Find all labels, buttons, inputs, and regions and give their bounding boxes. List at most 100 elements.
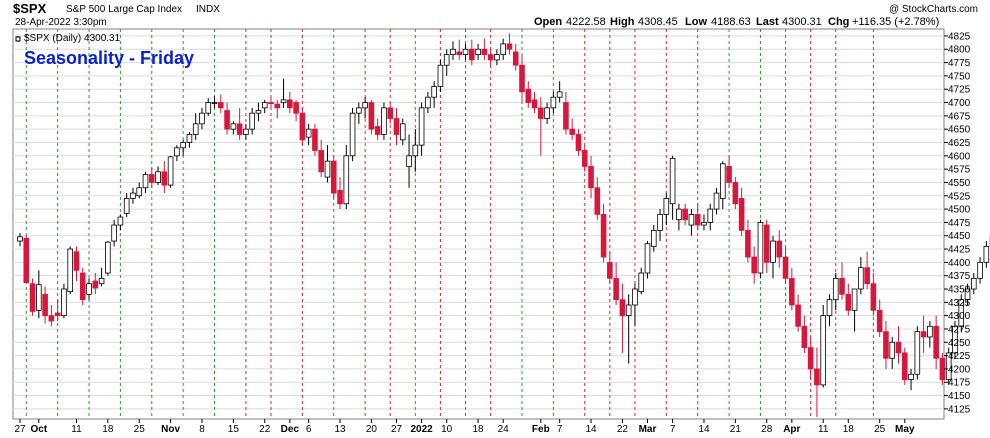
candle bbox=[98, 267, 105, 287]
candle-body bbox=[261, 102, 268, 109]
y-tick-label: 4150 bbox=[948, 391, 971, 402]
candle bbox=[594, 177, 601, 220]
candle-body bbox=[895, 341, 902, 354]
candle-body bbox=[456, 51, 463, 55]
x-tick-label: Feb bbox=[532, 424, 550, 435]
chg-value: +116.35 (+2.78%) bbox=[852, 16, 939, 28]
plot-area bbox=[12, 28, 945, 420]
candle bbox=[964, 283, 971, 305]
candle-body bbox=[506, 43, 513, 50]
candle-body bbox=[217, 102, 224, 109]
candle-body bbox=[663, 198, 670, 215]
candle bbox=[268, 97, 274, 108]
candle bbox=[720, 161, 726, 210]
chg-label: Chg bbox=[828, 16, 849, 28]
candle-body bbox=[462, 48, 469, 55]
candle bbox=[625, 294, 632, 364]
y-axis: 4125 4150 4175 4200 4225 4250 4275 4300 4325 4350… bbox=[944, 31, 971, 415]
candle-body bbox=[927, 325, 933, 338]
candle-body bbox=[682, 208, 688, 221]
candle-body bbox=[406, 155, 412, 167]
y-tick-label: 4500 bbox=[948, 205, 971, 216]
y-tick-label: 4375 bbox=[948, 271, 971, 282]
candle bbox=[92, 273, 99, 295]
candle-body bbox=[876, 309, 883, 333]
candle-body bbox=[268, 102, 274, 104]
candle-body bbox=[243, 128, 249, 135]
candle bbox=[908, 368, 914, 391]
candle bbox=[914, 326, 921, 380]
candle bbox=[845, 283, 852, 316]
candle-body bbox=[801, 325, 808, 349]
candle-body bbox=[638, 272, 645, 293]
candle bbox=[130, 187, 136, 204]
candle bbox=[48, 304, 55, 327]
candle-body bbox=[713, 192, 720, 210]
candle-body bbox=[864, 267, 870, 285]
candle-body bbox=[17, 236, 23, 242]
x-tick-label: 22 bbox=[259, 424, 271, 435]
candle-body bbox=[745, 229, 751, 258]
y-tick-label: 4450 bbox=[948, 231, 971, 242]
candle-body bbox=[694, 214, 701, 226]
candle bbox=[883, 320, 889, 369]
candle-body bbox=[249, 112, 255, 130]
datetime-label: 28-Apr-2022 3:30pm bbox=[15, 17, 107, 28]
candle bbox=[669, 155, 676, 220]
candle bbox=[713, 187, 720, 215]
candle bbox=[487, 49, 494, 66]
candle-body bbox=[701, 222, 707, 226]
candle-body bbox=[79, 272, 86, 301]
candle-body bbox=[958, 299, 965, 327]
candle bbox=[161, 161, 168, 194]
candle-body bbox=[814, 368, 820, 386]
y-tick-label: 4575 bbox=[948, 165, 971, 176]
candle-body bbox=[437, 64, 444, 87]
candle-body bbox=[42, 293, 48, 317]
candle bbox=[851, 288, 858, 332]
candle-body bbox=[839, 277, 845, 295]
open-value: 4222.58 bbox=[566, 16, 606, 28]
candle bbox=[456, 39, 463, 60]
y-tick-label: 4650 bbox=[948, 125, 971, 136]
candle-body bbox=[73, 251, 80, 271]
y-tick-label: 4250 bbox=[948, 338, 971, 349]
y-tick-label: 4175 bbox=[948, 378, 971, 389]
y-tick-label: 4225 bbox=[948, 351, 971, 362]
candle bbox=[105, 241, 111, 276]
candle bbox=[481, 38, 488, 60]
candle-body bbox=[142, 174, 149, 189]
candle bbox=[117, 214, 124, 231]
candle bbox=[393, 107, 400, 146]
candle-body bbox=[726, 166, 732, 183]
x-tick-label: 14 bbox=[698, 424, 710, 435]
candle bbox=[249, 107, 255, 135]
candle bbox=[839, 262, 845, 300]
candle bbox=[356, 102, 362, 124]
symbol-label: $SPX bbox=[13, 1, 47, 16]
candle bbox=[337, 177, 343, 210]
x-tick-label: 10 bbox=[441, 424, 453, 435]
x-tick-label: Dec bbox=[281, 424, 300, 435]
candle-body bbox=[789, 277, 795, 306]
candle-body bbox=[312, 128, 318, 151]
candle bbox=[870, 273, 877, 316]
y-tick-label: 4550 bbox=[948, 178, 971, 189]
candle-body bbox=[92, 280, 99, 289]
candle bbox=[650, 225, 657, 252]
candle-body bbox=[952, 325, 958, 354]
candle bbox=[431, 81, 437, 108]
candle-body bbox=[280, 99, 287, 103]
candle bbox=[199, 107, 205, 130]
candle-body bbox=[807, 347, 814, 370]
candle-body bbox=[293, 102, 299, 114]
candle-body bbox=[123, 198, 130, 214]
candle-body bbox=[186, 134, 193, 143]
candle bbox=[707, 203, 714, 231]
candle-body bbox=[412, 144, 419, 157]
candle-body bbox=[732, 182, 739, 205]
candle-body bbox=[236, 123, 243, 135]
candle-body bbox=[776, 240, 783, 258]
x-tick-label: 11 bbox=[71, 424, 82, 435]
